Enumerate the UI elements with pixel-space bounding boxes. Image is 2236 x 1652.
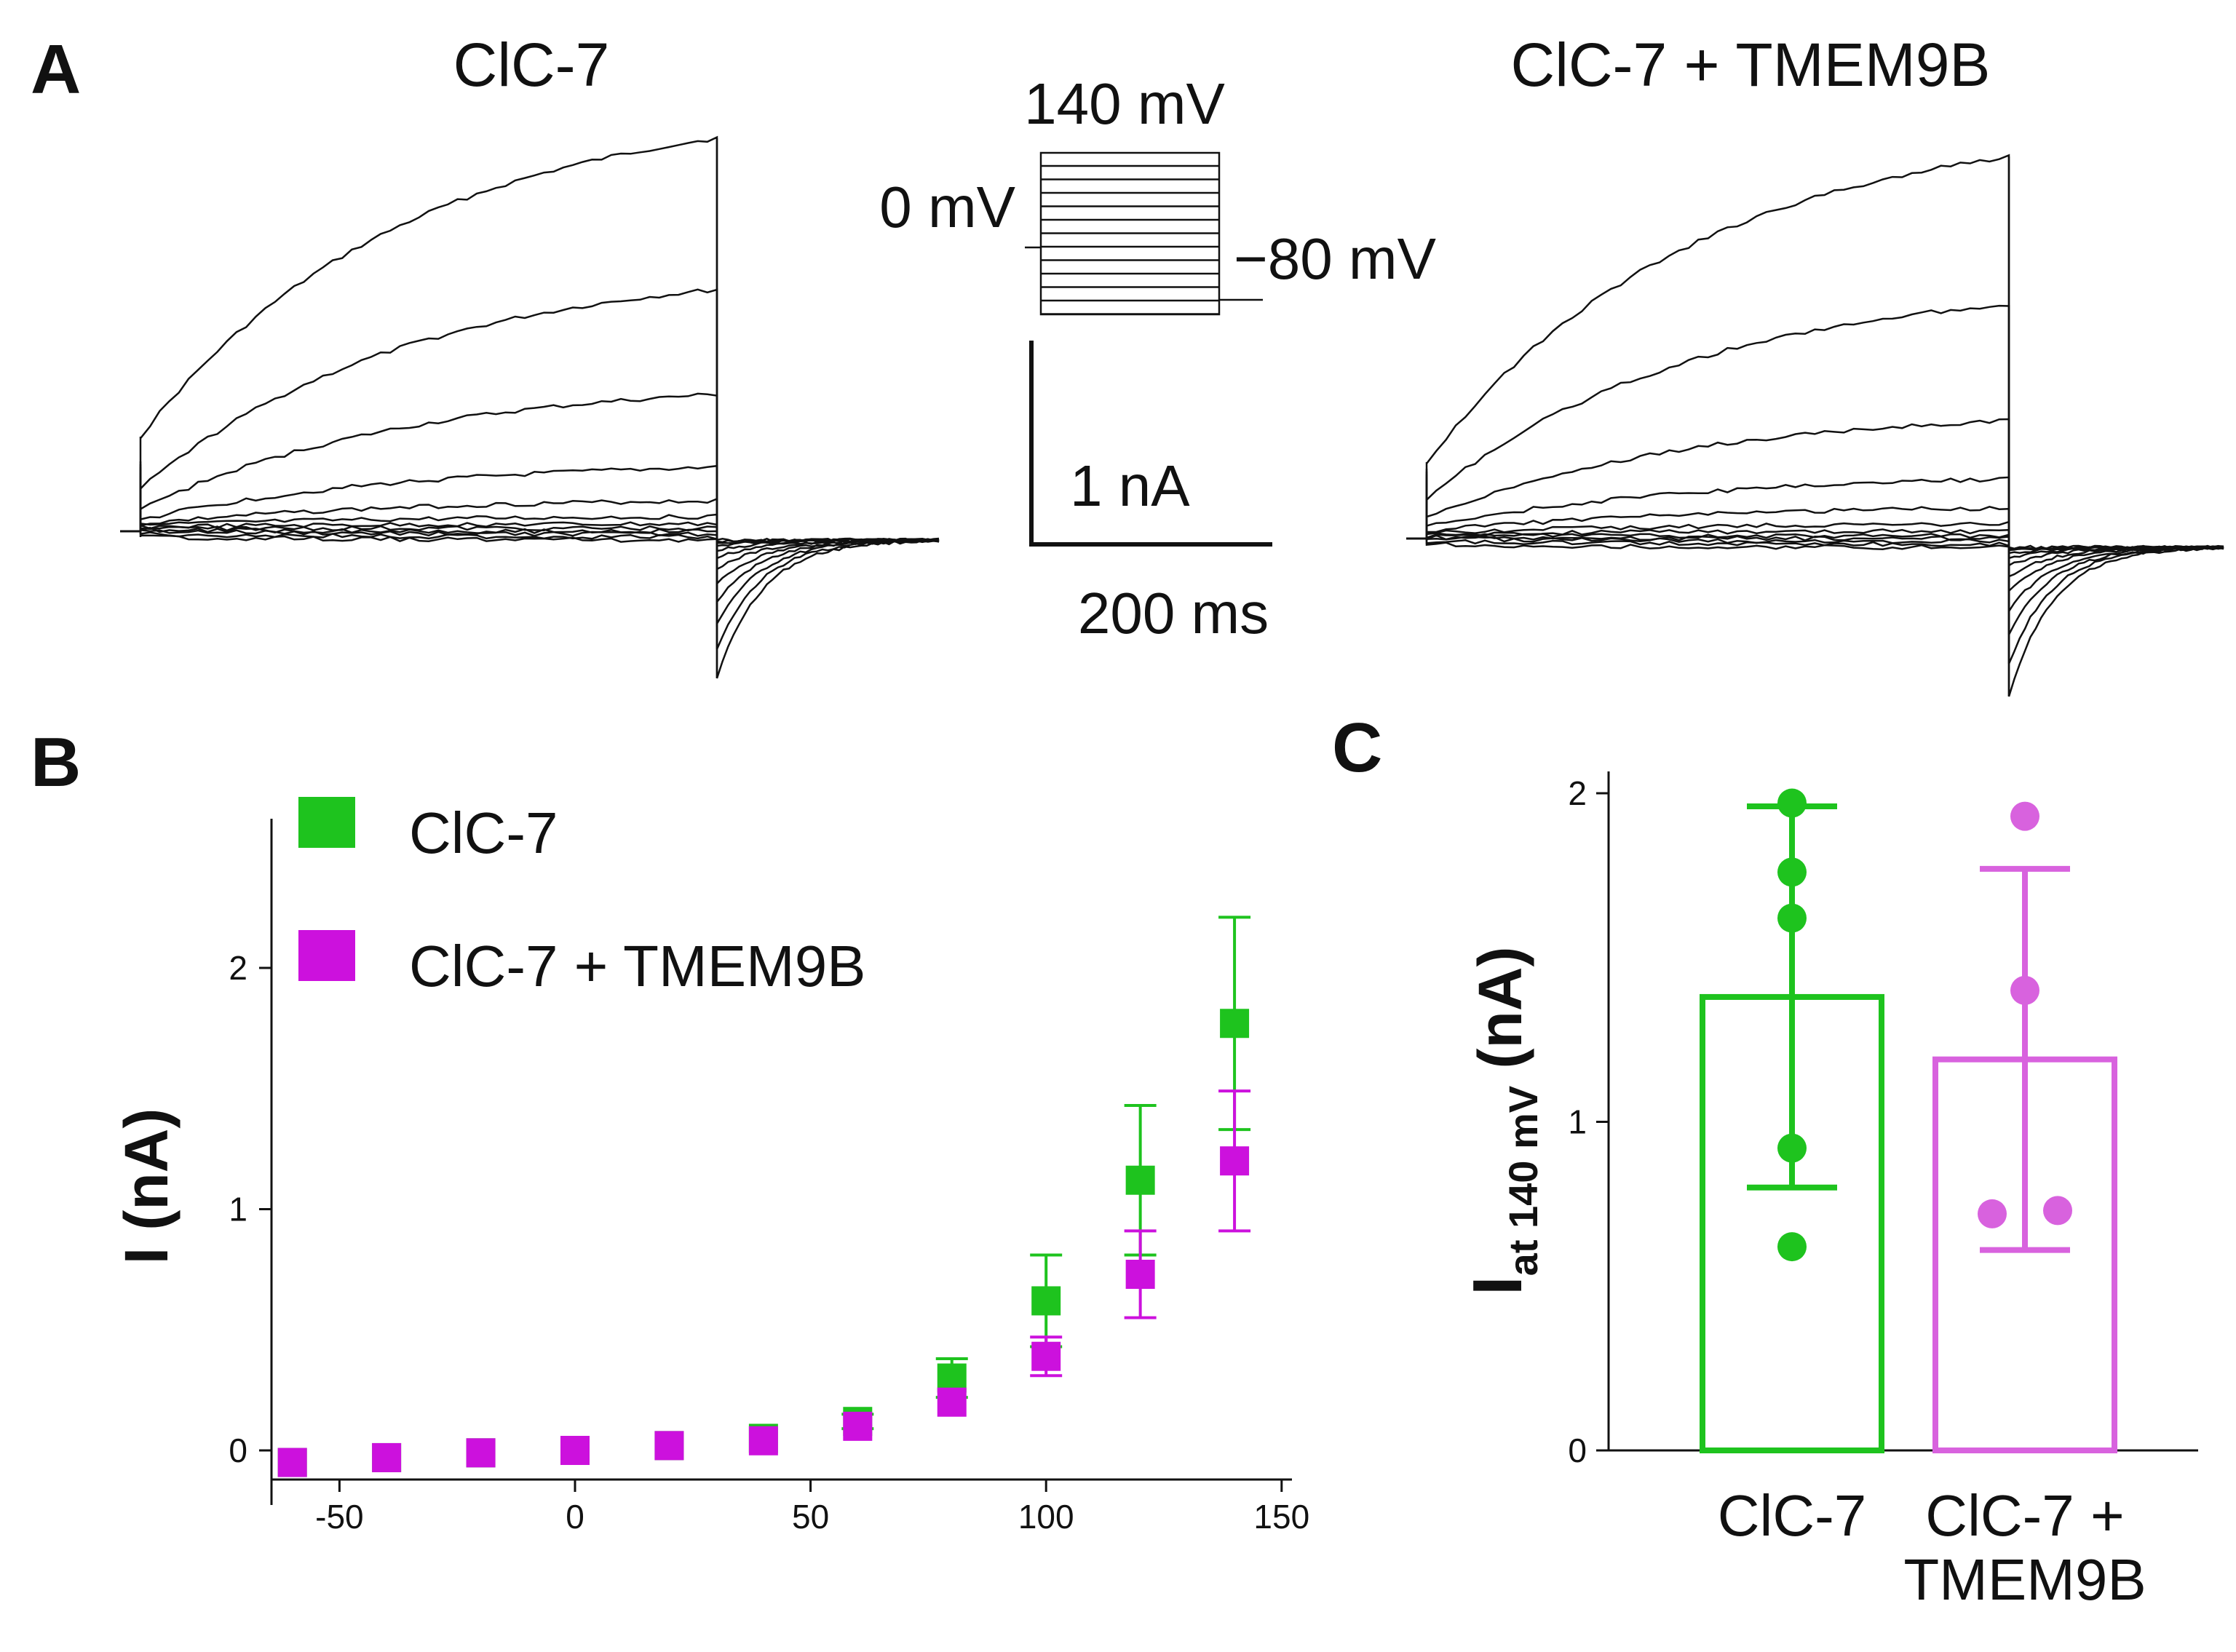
data-point — [843, 1411, 873, 1441]
iv-y-axis-label: I (nA) — [112, 1108, 181, 1265]
individual-point — [1777, 1232, 1807, 1262]
bar-category-label: ClC-7 + — [1925, 1483, 2124, 1548]
protocol-label-minus80mv: −80 mV — [1234, 226, 1437, 291]
data-point — [748, 1426, 778, 1456]
iv-x-tick-label: 50 — [792, 1498, 829, 1536]
scale-label-current: 1 nA — [1070, 453, 1190, 518]
voltage-protocol — [1025, 151, 1263, 316]
data-point — [1125, 1260, 1155, 1290]
current-trace — [1406, 480, 2224, 578]
bar-group-clc7 — [1700, 788, 1884, 1454]
current-trace — [120, 470, 940, 587]
legend-swatch-clc7-tmem9b — [298, 930, 355, 981]
legend-label-clc7: ClC-7 — [409, 801, 558, 865]
data-point — [1125, 1165, 1155, 1195]
bar-group-clc7-tmem9b — [1932, 801, 2117, 1453]
individual-point — [1777, 903, 1807, 933]
data-point — [1031, 1341, 1061, 1371]
trace-group-clc7-tmem9b — [1406, 154, 2224, 697]
current-trace — [1406, 418, 2224, 635]
iv-series-clc7-tmem9b — [277, 1089, 1251, 1477]
current-trace — [1406, 498, 2224, 550]
iv-x-tick-label: 0 — [566, 1498, 584, 1536]
panel-label-c: C — [1332, 709, 1382, 787]
current-trace — [120, 135, 940, 679]
individual-point — [2043, 1196, 2072, 1226]
scale-label-time: 200 ms — [1078, 581, 1269, 646]
data-point — [1031, 1286, 1061, 1316]
bar-y-axis-label: Iat 140 mV (nA) — [1459, 947, 1546, 1295]
panel-label-a: A — [31, 31, 81, 108]
iv-y-tick-label: 2 — [229, 949, 247, 987]
data-point — [372, 1442, 402, 1472]
panel-label-b: B — [31, 723, 81, 801]
bar-y-tick-label: 2 — [1568, 774, 1587, 812]
legend: ClC-7 ClC-7 + TMEM9B — [298, 797, 866, 998]
current-trace — [120, 479, 940, 552]
bar-category-label: ClC-7 — [1718, 1483, 1866, 1548]
bar-y-axis-label-main: I — [1459, 1276, 1537, 1295]
protocol-label-0mv: 0 mV — [879, 175, 1015, 239]
legend-label-clc7-tmem9b: ClC-7 + TMEM9B — [409, 934, 866, 998]
current-trace — [120, 288, 940, 650]
individual-point — [1777, 788, 1807, 818]
iv-x-tick-label: 100 — [1018, 1498, 1074, 1536]
bar-y-tick-label: 0 — [1568, 1431, 1587, 1469]
current-trace — [1406, 304, 2224, 664]
iv-y-tick-label: 0 — [229, 1431, 247, 1469]
data-point — [1220, 1009, 1250, 1039]
individual-point — [1777, 1133, 1807, 1163]
data-point — [560, 1436, 590, 1465]
bar-y-axis-label-sub: at 140 mV — [1500, 1086, 1546, 1276]
iv-x-tick-label: -50 — [315, 1498, 363, 1536]
scale-bar — [1029, 341, 1272, 547]
individual-point — [1777, 857, 1807, 887]
individual-point — [2010, 801, 2039, 831]
current-trace — [120, 392, 940, 627]
current-trace — [1406, 492, 2224, 552]
iv-y-tick-label: 1 — [229, 1191, 247, 1228]
current-trace — [120, 491, 940, 543]
bar-plot: 0 1 2 ClC-7 ClC-7 +TMEM9B — [1568, 771, 2198, 1612]
protocol-label-140mv: 140 mV — [1024, 71, 1225, 136]
trace-title-clc7-tmem9b: ClC-7 + TMEM9B — [1511, 31, 1991, 99]
data-point — [937, 1387, 967, 1417]
data-point — [654, 1431, 684, 1461]
current-trace — [1406, 154, 2224, 697]
iv-x-tick-label: 150 — [1253, 1498, 1309, 1536]
iv-plot: -50 0 50 100 150 0 1 2 — [229, 819, 1309, 1536]
iv-series-clc7 — [277, 916, 1251, 1477]
data-point — [1220, 1146, 1250, 1176]
data-point — [277, 1448, 307, 1477]
bar-y-axis-label-unit: (nA) — [1466, 947, 1534, 1086]
trace-title-clc7: ClC-7 — [453, 31, 610, 99]
bar-category-label: TMEM9B — [1903, 1547, 2146, 1612]
data-point — [466, 1438, 496, 1468]
trace-group-clc7 — [120, 135, 940, 679]
individual-point — [1978, 1199, 2007, 1228]
bar-y-tick-label: 1 — [1568, 1103, 1587, 1141]
individual-point — [2010, 975, 2039, 1005]
legend-swatch-clc7 — [298, 797, 355, 848]
